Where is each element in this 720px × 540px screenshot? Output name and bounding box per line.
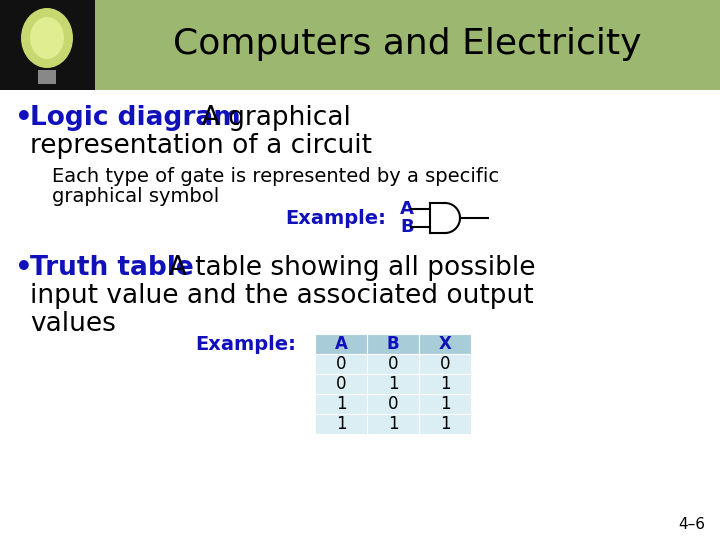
Text: 1: 1	[440, 415, 450, 433]
Bar	[315, 414, 367, 434]
Text: 1: 1	[336, 415, 346, 433]
Bar	[419, 354, 471, 374]
Text: values: values	[30, 311, 116, 337]
Bar	[367, 394, 419, 414]
Text: A: A	[335, 335, 348, 353]
Text: 1: 1	[440, 395, 450, 413]
Bar	[0, 0, 720, 90]
Text: Truth table: Truth table	[30, 255, 194, 281]
Bar	[315, 394, 367, 414]
Bar	[315, 334, 367, 354]
Text: •: •	[15, 104, 32, 132]
Text: 0: 0	[336, 375, 346, 393]
Text: Each type of gate is represented by a specific: Each type of gate is represented by a sp…	[52, 166, 499, 186]
Text: input value and the associated output: input value and the associated output	[30, 283, 534, 309]
Text: A graphical: A graphical	[185, 105, 351, 131]
Text: Logic diagram: Logic diagram	[30, 105, 240, 131]
Text: B: B	[400, 218, 413, 236]
Text: representation of a circuit: representation of a circuit	[30, 133, 372, 159]
Bar	[367, 334, 419, 354]
Text: 1: 1	[387, 415, 398, 433]
Text: Example:: Example:	[195, 334, 296, 354]
Bar	[419, 334, 471, 354]
Text: A: A	[400, 200, 414, 218]
Ellipse shape	[21, 8, 73, 68]
Text: 0: 0	[440, 355, 450, 373]
Text: Computers and Electricity: Computers and Electricity	[173, 27, 642, 61]
Text: X: X	[438, 335, 451, 353]
Bar	[367, 354, 419, 374]
Bar	[419, 394, 471, 414]
Text: 1: 1	[336, 395, 346, 413]
Text: •: •	[15, 254, 32, 282]
Bar	[38, 70, 56, 84]
Bar	[315, 354, 367, 374]
Bar	[367, 374, 419, 394]
Text: 0: 0	[388, 395, 398, 413]
Text: Example:: Example:	[285, 208, 386, 227]
Text: 4–6: 4–6	[678, 517, 705, 532]
Ellipse shape	[30, 17, 64, 59]
Text: B: B	[387, 335, 400, 353]
Text: 1: 1	[387, 375, 398, 393]
Text: 1: 1	[440, 375, 450, 393]
Bar	[0, 0, 95, 90]
Bar	[315, 374, 367, 394]
Text: graphical symbol: graphical symbol	[52, 186, 220, 206]
Text: 0: 0	[336, 355, 346, 373]
Bar	[419, 414, 471, 434]
Text: 0: 0	[388, 355, 398, 373]
Bar	[419, 374, 471, 394]
Text: A table showing all possible: A table showing all possible	[152, 255, 536, 281]
Bar	[367, 414, 419, 434]
